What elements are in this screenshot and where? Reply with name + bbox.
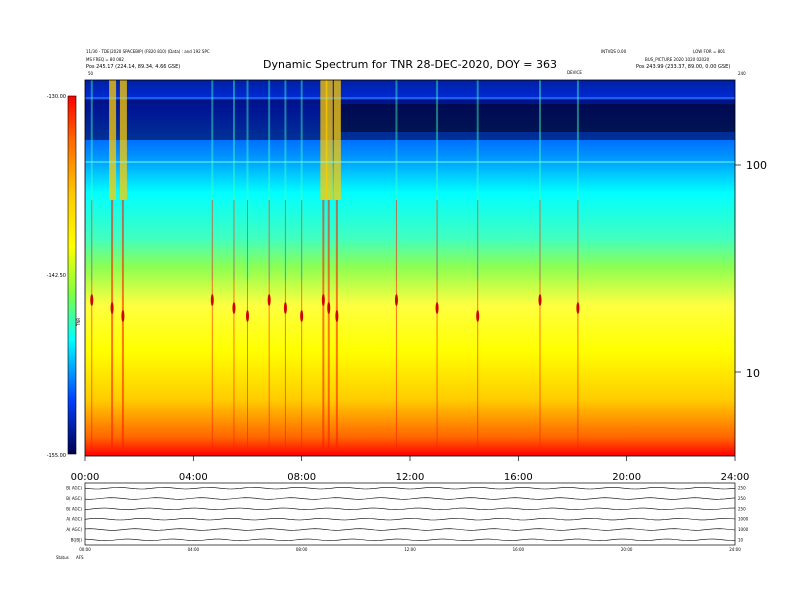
burst-spot <box>210 294 214 306</box>
panel-trace <box>84 538 736 541</box>
burst-spot <box>435 302 439 314</box>
y-tick-100: 100 <box>746 159 767 172</box>
burst-mark <box>576 80 579 280</box>
x-tick-label: 12:00 <box>396 472 425 483</box>
lower-x-tick-label: 16:00 <box>513 547 525 552</box>
burst-mark <box>333 80 341 200</box>
burst-mark <box>300 80 303 280</box>
lower-panel-frame <box>84 482 736 546</box>
burst-mark <box>90 80 93 280</box>
footer-value: AFS <box>76 555 84 560</box>
y-top-label: 240 <box>738 71 746 76</box>
spectrogram <box>84 79 736 457</box>
y-left-marker: 50 <box>88 71 94 76</box>
x-tick-label: 20:00 <box>612 472 641 483</box>
panel-label: B( AGC) <box>66 496 82 501</box>
burst-spot <box>232 302 236 314</box>
header-left-line2: MS FREQ = 80 082 <box>86 57 124 62</box>
burst-layer <box>90 80 580 450</box>
low-intensity-band-2 <box>340 104 735 132</box>
burst-spot <box>283 302 287 314</box>
burst-mark <box>436 80 439 280</box>
burst-mark <box>476 80 479 280</box>
colorbar-tick-top: -130.00 <box>47 94 66 100</box>
panel-right-label: 10 <box>738 537 744 542</box>
x-tick-label: 24:00 <box>721 472 750 483</box>
chart-title: Dynamic Spectrum for TNR 28-DEC-2020, DO… <box>263 58 557 71</box>
burst-spot <box>121 310 125 322</box>
panel-label: B(|B|) <box>71 537 83 542</box>
x-tick-label: 08:00 <box>287 472 316 483</box>
spectrogram-background <box>85 80 735 456</box>
burst-spot <box>300 310 304 322</box>
x-tick-label: 16:00 <box>504 472 533 483</box>
panel-label: A( AGC) <box>66 517 82 522</box>
time-axis: 00:00 04:00 08:00 12:00 16:00 20:00 24:00 <box>71 456 750 483</box>
panel-right-label: 1000 <box>738 517 749 522</box>
burst-spot <box>90 294 94 306</box>
lower-x-tick-label: 20:00 <box>621 547 633 552</box>
burst-mark <box>539 80 541 280</box>
burst-spot <box>246 310 249 322</box>
panel-trace <box>84 507 735 510</box>
lower-x-tick-label: 00:00 <box>79 547 91 552</box>
panel-trace <box>84 497 736 500</box>
lower-x-tick-label: 12:00 <box>404 547 416 552</box>
lower-x-tick-label: 08:00 <box>296 547 308 552</box>
header-left-line3: Pos 245.17 (224.14, 89.34, 4.66 GSE) <box>86 64 180 70</box>
colorbar-tick-bottom: -155.00 <box>47 453 66 459</box>
burst-mark <box>320 80 328 200</box>
header-right-line4: Pos 243.99 (233.37, 89.00, 0.00 GSE) <box>636 64 730 70</box>
header-right-line1: INTVDS 0.00 <box>601 49 627 54</box>
panel-label: B( AGC) <box>66 486 82 491</box>
burst-mark <box>232 80 235 280</box>
header-right-line2: LOW FOR = 801 <box>693 49 726 54</box>
burst-spot <box>335 310 339 322</box>
burst-mark <box>211 80 214 280</box>
panel-trace <box>84 528 736 531</box>
header-left-line1: 11/30 - TDE(2020 SPACEBIP) (F820 810) (D… <box>86 49 210 54</box>
frequency-axis: 240 50 DEVICE 100 10 <box>88 70 767 380</box>
burst-mark <box>284 80 287 280</box>
burst-mark <box>395 80 398 280</box>
footer-label: Status <box>56 555 69 560</box>
panel-right-label: 250 <box>738 496 746 501</box>
burst-mark <box>268 80 271 280</box>
x-tick-label: 00:00 <box>71 472 100 483</box>
burst-mark <box>325 80 333 200</box>
burst-mark <box>246 80 249 280</box>
burst-mark <box>109 80 117 200</box>
x-tick-label: 04:00 <box>179 472 208 483</box>
colorbar-label: TNR <box>76 318 81 327</box>
burst-spot <box>267 294 271 306</box>
panel-right-label: 1000 <box>738 527 749 532</box>
panel-trace <box>84 518 736 521</box>
burst-mark <box>119 80 127 200</box>
burst-spot <box>538 294 542 306</box>
burst-spot <box>476 310 480 322</box>
colorbar-tick-mid: -142.50 <box>47 273 66 279</box>
panel-label: A( AGC) <box>66 527 82 532</box>
y-tick-10: 10 <box>746 367 760 380</box>
lower-x-tick-label: 04:00 <box>188 547 200 552</box>
burst-spot <box>110 302 114 314</box>
panel-right-label: 250 <box>738 486 746 491</box>
panel-right-label: 250 <box>738 506 746 511</box>
burst-spot <box>321 294 325 306</box>
burst-spot <box>394 294 398 306</box>
burst-spot <box>576 302 580 314</box>
colorbar: -130.00 -142.50 -155.00 TNR <box>47 94 81 459</box>
burst-spot <box>327 302 331 314</box>
panel-label: B( AGC) <box>66 506 82 511</box>
panel-trace <box>84 487 736 490</box>
header-right-line3: BUS_PICTURE 2020 1020 02020 <box>645 57 710 62</box>
lower-x-tick-label: 24:00 <box>729 547 741 552</box>
mid-top-marker: DEVICE <box>567 70 582 75</box>
